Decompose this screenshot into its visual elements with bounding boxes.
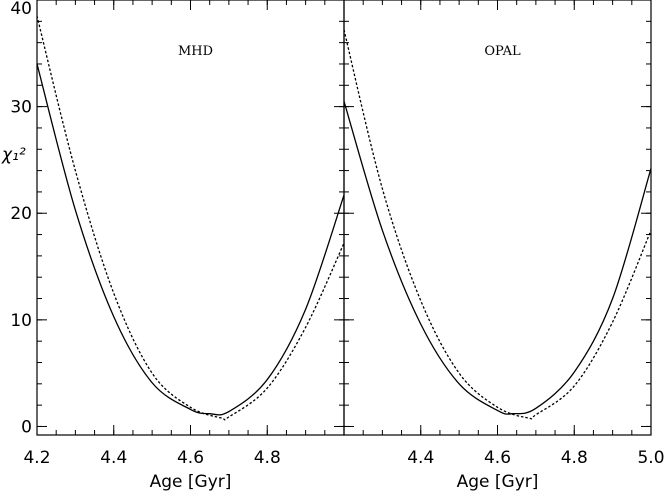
x-tick-label: 4.2 [23,448,50,468]
x-axis-label: Age [Gyr] [457,472,539,491]
series-line-dotted [37,15,344,421]
y-axis-label: χ₁² [1,145,26,165]
x-axis-label: Age [Gyr] [150,472,232,491]
x-tick-label: 4.6 [177,448,204,468]
x-tick-label: 4.6 [484,448,511,468]
y-tick-label: 30 [10,98,32,118]
y-tick-label: 20 [10,204,32,224]
x-tick-label: 4.8 [254,448,281,468]
x-tick-label: 4.4 [407,448,434,468]
panel-label: OPAL [484,44,521,59]
series-line-dotted [344,29,651,420]
series-line-solid [37,63,344,416]
panel-label: MHD [178,44,213,59]
y-tick-label: 10 [10,311,32,331]
chart-panel-2: 4.4 4.6 4.8 5.0 OPAL Age [Gyr] [343,0,664,491]
y-tick-label: 40 [10,0,32,19]
y-tick-label: 0 [21,417,32,437]
chart-panel-1: 4.2 4.4 4.6 4.8 0 10 20 30 40 MHD Age [Gyr] χ₁² [1,0,345,491]
x-tick-label: 4.8 [561,448,588,468]
plot-frame [36,0,345,436]
x-tick-label: 5.0 [637,448,664,468]
x-tick-label: 4.4 [100,448,127,468]
series-line-solid [344,101,651,415]
plot-frame [343,0,652,436]
